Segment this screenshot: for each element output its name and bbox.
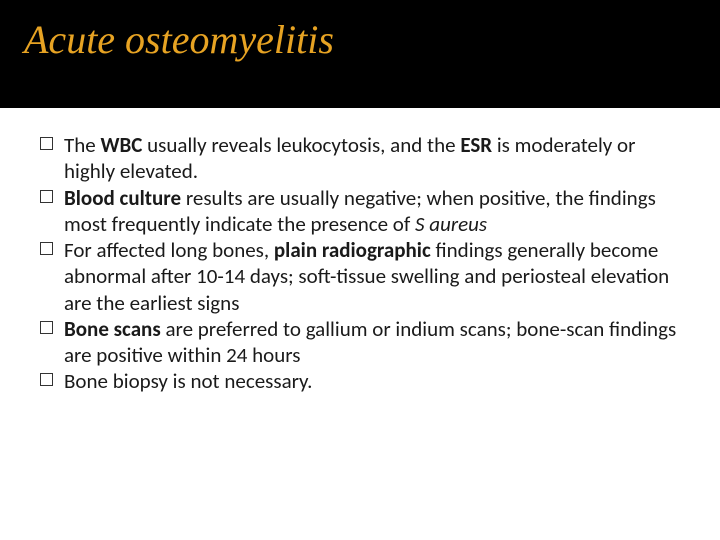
bullet-text: Bone biopsy is not necessary. — [64, 368, 312, 394]
bullet-text: Blood culture results are usually negati… — [64, 185, 656, 237]
square-bullet-icon — [40, 321, 53, 334]
bullet-text: The WBC usually reveals leukocytosis, an… — [64, 132, 635, 184]
text-run: Blood culture — [64, 185, 181, 211]
square-bullet-icon — [40, 137, 53, 150]
bullet-item: The WBC usually reveals leukocytosis, an… — [40, 132, 680, 185]
text-run: plain radiographic — [274, 237, 431, 263]
bullet-item: Bone biopsy is not necessary. — [40, 368, 680, 394]
text-run: The — [64, 132, 100, 158]
square-bullet-icon — [40, 190, 53, 203]
square-bullet-icon — [40, 373, 53, 386]
slide-title: Acute osteomyelitis — [24, 18, 334, 62]
text-run: WBC — [100, 132, 142, 158]
bullet-item: Blood culture results are usually negati… — [40, 185, 680, 238]
text-run: ESR — [460, 132, 492, 158]
bullet-text: Bone scans are preferred to gallium or i… — [64, 316, 676, 368]
bullet-list: The WBC usually reveals leukocytosis, an… — [40, 132, 680, 395]
bullet-item: For affected long bones, plain radiograp… — [40, 237, 680, 316]
text-run: usually reveals leukocytosis, and the — [142, 132, 460, 158]
title-band: Acute osteomyelitis — [0, 0, 720, 108]
bullet-item: Bone scans are preferred to gallium or i… — [40, 316, 680, 369]
text-run: S aureus — [415, 211, 487, 237]
bullet-text: For affected long bones, plain radiograp… — [64, 237, 669, 316]
text-run: Bone scans — [64, 316, 161, 342]
slide-content: The WBC usually reveals leukocytosis, an… — [0, 108, 720, 419]
text-run: For affected long bones, — [64, 237, 274, 263]
square-bullet-icon — [40, 242, 53, 255]
text-run: Bone biopsy is not necessary. — [64, 368, 312, 394]
